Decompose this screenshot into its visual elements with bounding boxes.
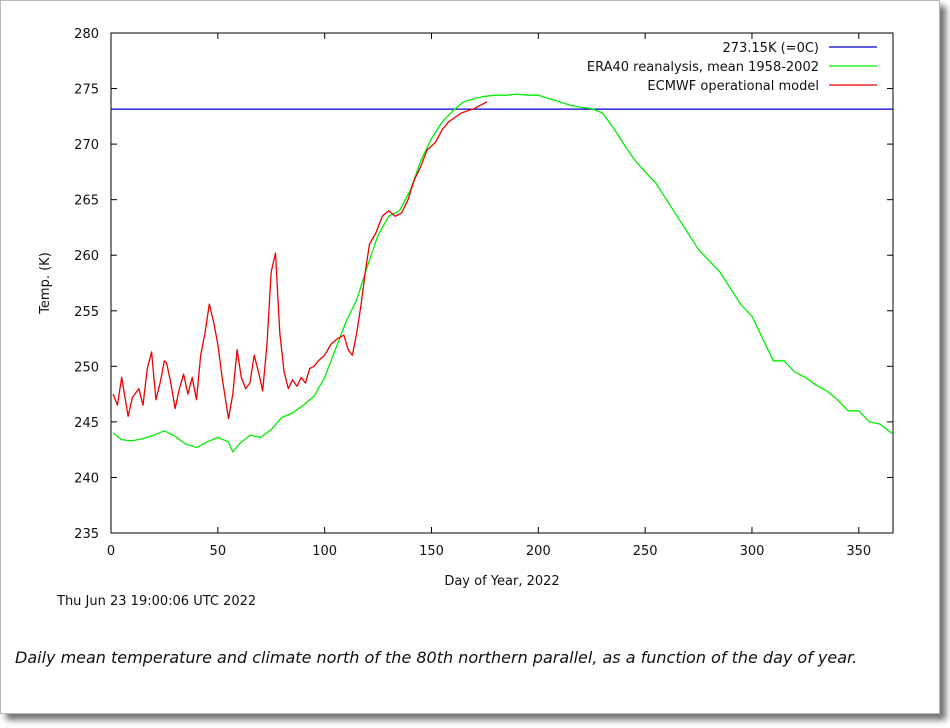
figure-frame: 0 50 100 150 200 250 300 350 235 240 245 250 255 260 2… xyxy=(0,0,940,714)
era40-climate-line xyxy=(112,93,894,453)
ecmwf-model-line xyxy=(112,101,488,420)
x-tick-label: 200 xyxy=(526,544,551,559)
series-layer xyxy=(111,93,894,453)
x-tick-label: 0 xyxy=(107,544,115,559)
x-axis-label: Day of Year, 2022 xyxy=(444,574,559,589)
y-tick-label: 280 xyxy=(74,27,99,42)
y-tick-label: 235 xyxy=(74,527,99,542)
y-tick-label: 240 xyxy=(74,471,99,486)
legend-label: 273.15K (=0C) xyxy=(722,41,819,56)
y-tick-label: 270 xyxy=(74,138,99,153)
y-tick-label: 265 xyxy=(74,194,99,209)
generated-timestamp: Thu Jun 23 19:00:06 UTC 2022 xyxy=(57,594,257,609)
y-tick-label: 275 xyxy=(74,83,99,98)
x-tick-label: 50 xyxy=(210,544,227,559)
x-tick-label: 100 xyxy=(312,544,337,559)
y-tick-label: 250 xyxy=(74,360,99,375)
plot-area xyxy=(110,32,894,534)
y-tick-label: 245 xyxy=(74,416,99,431)
legend: 273.15K (=0C) ERA40 reanalysis, mean 1958… xyxy=(587,41,877,94)
x-tick-label: 150 xyxy=(419,544,444,559)
legend-label: ERA40 reanalysis, mean 1958-2002 xyxy=(587,60,819,75)
figure-caption: Daily mean temperature and climate north… xyxy=(15,648,858,667)
y-axis-label: Temp. (K) xyxy=(38,252,53,315)
legend-label: ECMWF operational model xyxy=(647,79,819,94)
plot-border xyxy=(110,32,894,534)
y-tick-label: 255 xyxy=(74,305,99,320)
x-tick-label: 250 xyxy=(633,544,658,559)
axis-layer: 0 50 100 150 200 250 300 350 235 240 245 250 255 260 2… xyxy=(38,27,893,589)
y-tick-label: 260 xyxy=(74,249,99,264)
x-tick-label: 350 xyxy=(846,544,871,559)
temperature-chart: 0 50 100 150 200 250 300 350 235 240 245 250 255 260 2… xyxy=(38,27,894,589)
x-tick-label: 300 xyxy=(740,544,765,559)
